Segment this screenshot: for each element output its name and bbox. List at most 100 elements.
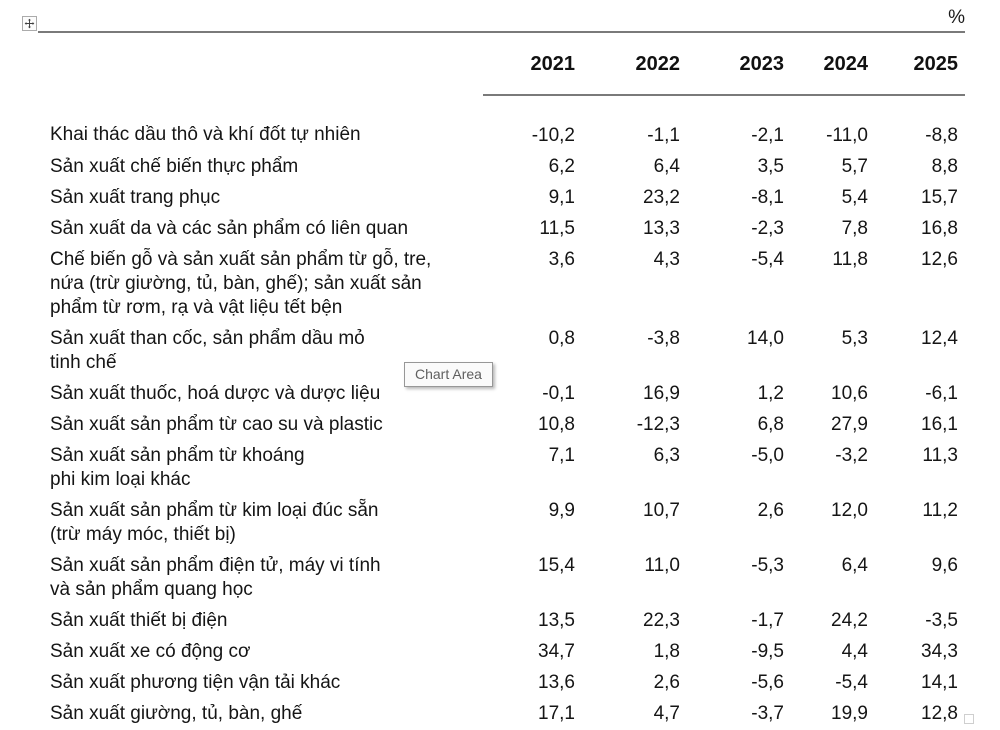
- row-value: -2,1: [751, 125, 784, 146]
- row-value: -6,1: [925, 383, 958, 404]
- row-label: Sản xuất phương tiện vận tải khác: [50, 672, 341, 693]
- row-value: 4,7: [653, 703, 680, 724]
- row-value: -5,4: [751, 249, 784, 270]
- table-move-handle[interactable]: [22, 16, 37, 31]
- row-value: 13,5: [538, 610, 575, 631]
- row-value: 12,6: [921, 249, 958, 270]
- row-value: 6,2: [548, 156, 575, 177]
- unit-percent-label: %: [948, 7, 965, 28]
- row-value: -3,7: [751, 703, 784, 724]
- chart-area-tooltip: Chart Area: [404, 362, 493, 387]
- row-value: -3,2: [835, 445, 868, 466]
- row-value: -1,7: [751, 610, 784, 631]
- row-value: 5,3: [841, 328, 868, 349]
- row-value: -10,2: [531, 125, 575, 146]
- row-value: 34,7: [538, 641, 575, 662]
- resize-handle[interactable]: [964, 714, 974, 724]
- row-value: 1,2: [757, 383, 784, 404]
- row-value: 6,3: [653, 445, 680, 466]
- row-value: 6,8: [757, 414, 784, 435]
- header-row: 2021 2022 2023 2024 2025: [50, 47, 965, 96]
- year-header: 2022: [575, 47, 680, 96]
- row-value: 16,1: [921, 414, 958, 435]
- row-label: Sản xuất giường, tủ, bàn, ghế: [50, 703, 303, 724]
- row-value: 10,6: [831, 383, 868, 404]
- row-value: -8,8: [925, 125, 958, 146]
- row-label: Sản xuất xe có động cơ: [50, 641, 251, 662]
- row-value: 9,6: [931, 555, 958, 576]
- row-label: Sản xuất chế biến thực phẩm: [50, 156, 299, 177]
- row-value: 11,5: [539, 218, 575, 239]
- row-value: -5,0: [751, 445, 784, 466]
- year-header: 2021: [483, 47, 575, 96]
- row-value: 10,8: [538, 414, 575, 435]
- table-row: Khai thác dầu thô và khí đốt tự nhiên -10…: [50, 95, 965, 155]
- table-row: Sản xuất trang phục 9,1 23,2 -8,1 5,4 15,7: [50, 186, 965, 217]
- year-header: 2024: [784, 47, 868, 96]
- row-value: 7,8: [841, 218, 868, 239]
- row-label: Sản xuất thuốc, hoá dược và dược liệu: [50, 383, 381, 404]
- year-header: 2025: [868, 47, 965, 96]
- row-value: 3,5: [757, 156, 784, 177]
- table-row: Sản xuất thuốc, hoá dược và dược liệu -0,…: [50, 382, 965, 413]
- table-body: Khai thác dầu thô và khí đốt tự nhiên -10…: [50, 95, 965, 730]
- row-value: 10,7: [643, 500, 680, 521]
- row-value: -11,0: [826, 125, 868, 146]
- row-label: Sản xuất da và các sản phẩm có liên quan: [50, 218, 409, 239]
- row-value: -0,1: [542, 383, 575, 404]
- row-value: 11,0: [644, 555, 680, 576]
- row-value: -8,1: [751, 187, 784, 208]
- table-row: Sản xuất sản phẩm từ kim loại đúc sẵn (t…: [50, 499, 965, 554]
- row-label: Sản xuất sản phẩm từ khoáng phi kim loại…: [50, 445, 305, 490]
- row-value: 0,8: [548, 328, 575, 349]
- row-value: 6,4: [841, 555, 868, 576]
- row-value: 12,4: [921, 328, 958, 349]
- row-value: 2,6: [757, 500, 784, 521]
- industry-production-index-table: 2021 2022 2023 2024 2025 Khai thác dầu thô v…: [50, 47, 965, 730]
- table-row: Sản xuất sản phẩm từ cao su và plastic 10…: [50, 413, 965, 444]
- row-label: Sản xuất sản phẩm điện tử, máy vi tính v…: [50, 555, 381, 600]
- row-value: 13,3: [643, 218, 680, 239]
- row-label: Sản xuất sản phẩm từ kim loại đúc sẵn (t…: [50, 500, 379, 545]
- row-value: 11,2: [922, 500, 958, 521]
- row-value: -3,8: [647, 328, 680, 349]
- table-row: Sản xuất phương tiện vận tải khác 13,6 2,6…: [50, 671, 965, 702]
- row-value: 19,9: [831, 703, 868, 724]
- table-row: Sản xuất xe có động cơ 34,7 1,8 -9,5 4,4 34,3: [50, 640, 965, 671]
- table-row: Sản xuất da và các sản phẩm có liên quan…: [50, 217, 965, 248]
- row-value: 17,1: [538, 703, 575, 724]
- row-label: Chế biến gỗ và sản xuất sản phẩm từ gỗ, …: [50, 249, 432, 318]
- row-value: 23,2: [643, 187, 680, 208]
- row-value: 11,8: [832, 249, 868, 270]
- row-label: Sản xuất trang phục: [50, 187, 221, 208]
- row-value: -5,3: [751, 555, 784, 576]
- table-row: Chế biến gỗ và sản xuất sản phẩm từ gỗ, …: [50, 248, 965, 327]
- row-value: 14,0: [747, 328, 784, 349]
- row-value: 15,7: [921, 187, 958, 208]
- move-icon: [24, 18, 35, 29]
- row-value: 7,1: [548, 445, 575, 466]
- row-value: 9,9: [548, 500, 575, 521]
- row-value: 3,6: [548, 249, 575, 270]
- row-value: 6,4: [653, 156, 680, 177]
- row-value: 8,8: [931, 156, 958, 177]
- row-value: 12,8: [921, 703, 958, 724]
- row-value: 2,6: [653, 672, 680, 693]
- row-label: Khai thác dầu thô và khí đốt tự nhiên: [50, 124, 361, 145]
- row-value: 24,2: [831, 610, 868, 631]
- row-value: -5,4: [835, 672, 868, 693]
- row-value: -3,5: [925, 610, 958, 631]
- row-label: Sản xuất thiết bị điện: [50, 610, 228, 631]
- table-row: Sản xuất sản phẩm điện tử, máy vi tính v…: [50, 554, 965, 609]
- table-row: Sản xuất giường, tủ, bàn, ghế 17,1 4,7 -3,7…: [50, 702, 965, 730]
- row-value: -12,3: [636, 414, 680, 435]
- table-row: Sản xuất than cốc, sản phẩm dầu mỏ tinh …: [50, 327, 965, 382]
- row-value: 15,4: [538, 555, 575, 576]
- row-value: 14,1: [921, 672, 958, 693]
- table-row: Sản xuất sản phẩm từ khoáng phi kim loại…: [50, 444, 965, 499]
- header-empty-cell: [50, 47, 483, 95]
- row-value: 16,8: [921, 218, 958, 239]
- row-value: 4,4: [841, 641, 868, 662]
- row-value: -5,6: [751, 672, 784, 693]
